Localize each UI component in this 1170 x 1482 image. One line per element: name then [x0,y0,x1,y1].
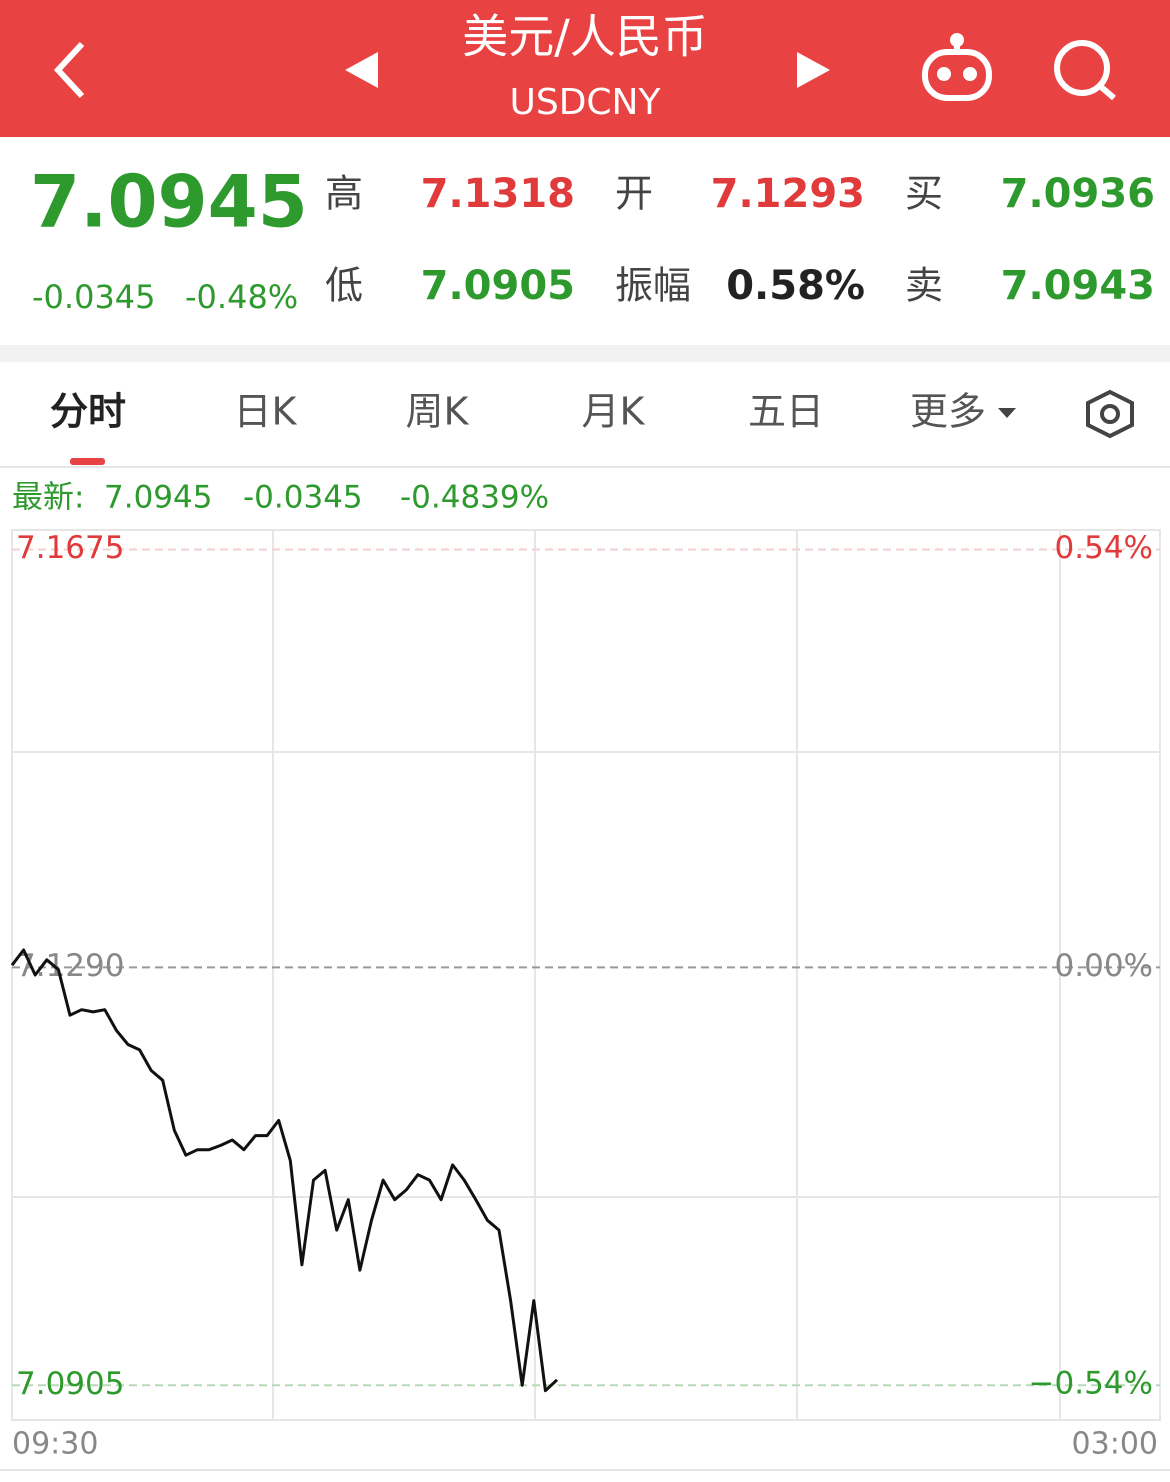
y2-tick-label: 0.00% [1055,948,1153,984]
robot-icon[interactable] [922,33,992,101]
change: -0.0345 [32,278,156,316]
y-tick-label: 7.1675 [16,530,124,566]
settings-icon[interactable] [1086,389,1134,439]
header-bar [0,0,1170,137]
x-tick-label: 03:00 [1072,1427,1158,1462]
tab[interactable]: 月K [582,390,646,434]
tab[interactable]: 五日 [748,390,824,434]
back-button[interactable] [53,41,85,99]
field-label: 振幅 [615,264,691,308]
field-value: 7.1293 [711,171,865,217]
change-pct: -0.48% [185,278,298,316]
latest-price: 7.0945 [104,480,212,516]
x-tick-label: 09:30 [12,1427,98,1462]
field-value: 7.0943 [1001,263,1155,309]
search-icon[interactable] [1054,40,1116,101]
y2-tick-label: 0.54% [1055,530,1153,566]
field-label: 低 [325,264,363,308]
field-label: 高 [325,172,363,216]
latest-change: -0.0345 [243,480,363,516]
y2-tick-label: −0.54% [1029,1366,1153,1402]
field-value: 0.58% [726,263,865,309]
latest-label: 最新: [12,480,84,516]
field-value: 7.0936 [1001,171,1155,217]
tab-indicator [70,458,105,465]
price: 7.0945 [30,160,308,244]
separator [0,345,1170,362]
field-label: 卖 [905,264,943,308]
next-button[interactable] [797,52,830,88]
tab[interactable]: 日K [234,390,298,434]
field-label: 买 [905,172,943,216]
prev-button[interactable] [345,52,378,88]
chart-frame [11,529,1161,1421]
tab[interactable]: 更多 [910,390,986,434]
latest-change-pct: -0.4839% [400,480,549,516]
tab[interactable]: 周K [406,390,470,434]
field-value: 7.1318 [421,171,575,217]
more-arrow [998,408,1016,418]
tab[interactable]: 分时 [50,390,126,434]
field-label: 开 [615,172,653,216]
y-tick-label: 7.1290 [16,948,124,984]
header-subtitle: USDCNY [510,82,662,123]
field-value: 7.0905 [421,263,575,309]
settings-icon-center [1100,404,1120,424]
price-line [10,948,559,1393]
y-tick-label: 7.0905 [16,1366,124,1402]
header-title: 美元/人民币 [462,10,708,64]
